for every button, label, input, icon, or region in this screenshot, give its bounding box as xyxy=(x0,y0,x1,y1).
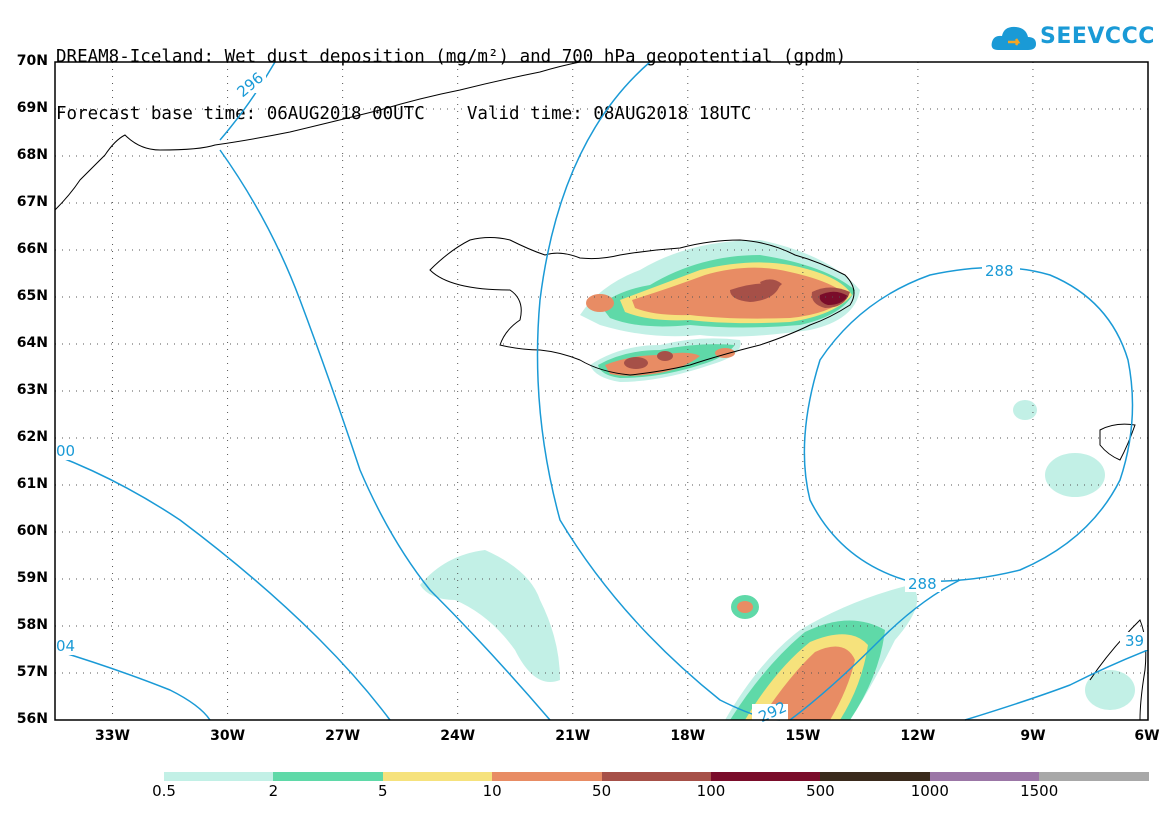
deposition-plume-10 xyxy=(760,646,855,720)
legend-label: 5 xyxy=(378,782,388,800)
legend-swatch xyxy=(382,772,493,781)
deposition-blob xyxy=(586,294,614,312)
legend-swatch xyxy=(820,772,930,781)
deposition-patch-east2 xyxy=(1013,400,1037,420)
deposition-patch-west xyxy=(420,550,560,682)
lon-tick-label: 18W xyxy=(670,728,706,744)
legend-label: 1500 xyxy=(1020,782,1059,800)
geopotential-contours xyxy=(54,61,1149,721)
cloud-icon xyxy=(991,26,1036,50)
deposition-patch-east xyxy=(1045,453,1105,497)
contour-288-circle xyxy=(803,266,1134,582)
lon-tick-label: 12W xyxy=(900,728,936,744)
contour-plume-line xyxy=(789,579,961,721)
contour-300 xyxy=(54,454,391,721)
lon-tick-label: 9W xyxy=(1020,728,1046,744)
lat-tick-label: 56N xyxy=(16,711,48,727)
lon-tick-label: 24W xyxy=(440,728,476,744)
contour-label-300: 00 xyxy=(56,442,75,460)
lat-tick-label: 63N xyxy=(16,382,48,398)
deposition-south-50b xyxy=(657,351,673,361)
contour-304 xyxy=(54,649,211,721)
lon-tick-label: 6W xyxy=(1134,728,1160,744)
lat-tick-label: 66N xyxy=(16,241,48,257)
contour-label-296: 296 xyxy=(233,69,267,101)
lon-tick-label: 21W xyxy=(555,728,591,744)
legend-swatch xyxy=(711,772,821,781)
deposition-shading xyxy=(420,240,1135,720)
contour-label-304: 04 xyxy=(56,637,75,655)
lat-tick-label: 59N xyxy=(16,570,48,586)
legend-label: 0.5 xyxy=(152,782,176,800)
contour-label-288-bottom: 288 xyxy=(908,575,937,593)
legend-swatch xyxy=(492,772,602,781)
legend-label: 100 xyxy=(696,782,726,800)
lon-tick-label: 15W xyxy=(785,728,821,744)
lon-tick-label: 27W xyxy=(325,728,361,744)
lat-tick-label: 62N xyxy=(16,429,48,445)
map-frame xyxy=(54,61,1149,721)
legend-label: 1000 xyxy=(910,782,949,800)
deposition-area-100 xyxy=(819,291,848,305)
legend-label: 50 xyxy=(592,782,612,800)
legend-label: 10 xyxy=(482,782,502,800)
contour-label-292-east: 39 xyxy=(1125,632,1144,650)
legend-label: 500 xyxy=(806,782,835,800)
coastlines xyxy=(54,61,1147,721)
lat-tick-label: 58N xyxy=(16,617,48,633)
contour-north xyxy=(536,61,781,721)
lat-tick-label: 70N xyxy=(16,53,48,69)
deposition-south-50 xyxy=(624,357,648,369)
greenland-coast xyxy=(54,61,581,211)
contour-296-greenland xyxy=(219,61,276,141)
seevccc-logo-text: SEEVCCC xyxy=(1040,24,1155,49)
lat-tick-label: 69N xyxy=(16,100,48,116)
lat-lon-grid xyxy=(55,62,1148,720)
legend-swatch xyxy=(601,772,711,781)
lat-tick-label: 64N xyxy=(16,335,48,351)
lat-tick-label: 68N xyxy=(16,147,48,163)
lat-tick-label: 60N xyxy=(16,523,48,539)
legend-swatch xyxy=(1039,772,1149,781)
contour-label-288-top: 288 xyxy=(985,262,1014,280)
title-line-2: Forecast base time: 06AUG2018 00UTC Vali… xyxy=(56,104,752,124)
lon-tick-label: 30W xyxy=(210,728,246,744)
deposition-spot-inner xyxy=(737,601,753,613)
iceland-coast xyxy=(429,237,855,376)
lat-tick-label: 67N xyxy=(16,194,48,210)
deposition-patch-se xyxy=(1085,670,1135,710)
lat-tick-label: 61N xyxy=(16,476,48,492)
legend-label: 2 xyxy=(268,782,279,800)
deposition-area-50c xyxy=(760,279,782,291)
legend-swatch xyxy=(273,772,383,781)
lat-tick-label: 57N xyxy=(16,664,48,680)
contour-labels: 296 288 288 292 00 04 39 xyxy=(55,69,1148,726)
lon-tick-label: 33W xyxy=(95,728,130,744)
legend-swatch xyxy=(164,772,274,781)
faroe-coast xyxy=(1099,423,1136,461)
legend-swatch xyxy=(929,772,1040,781)
contour-south xyxy=(964,649,1149,721)
contour-296 xyxy=(219,149,551,721)
lat-tick-label: 65N xyxy=(16,288,48,304)
